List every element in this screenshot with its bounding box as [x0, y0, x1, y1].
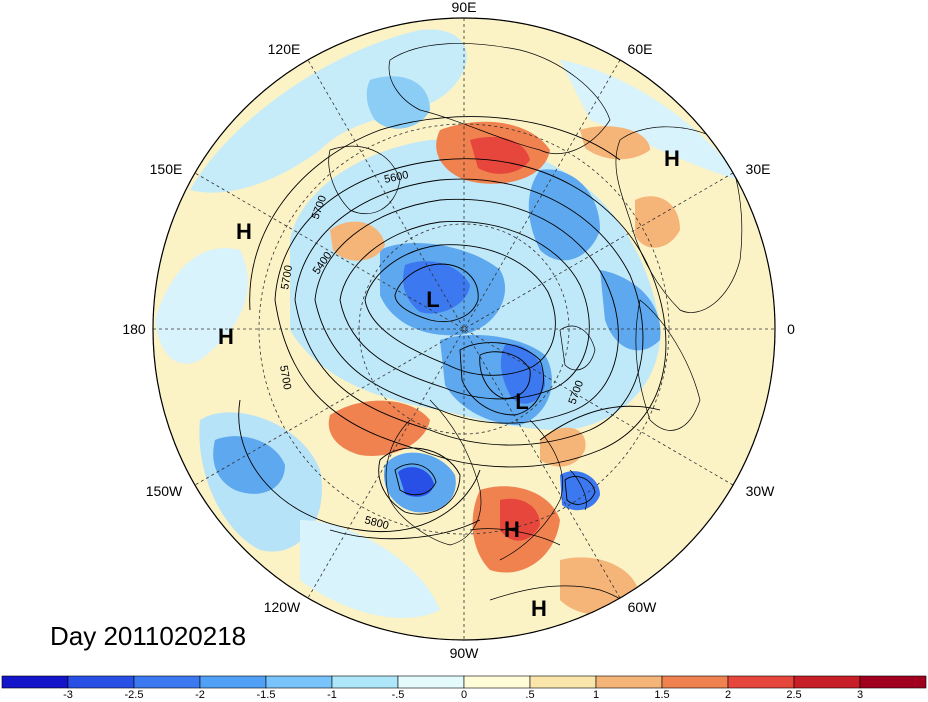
- lon-label-30w: 30W: [746, 483, 776, 499]
- lon-label-120w: 120W: [264, 599, 301, 615]
- lon-label-0: 0: [787, 321, 795, 337]
- colorbar-swatch: [133, 675, 201, 689]
- contour-label: 5700: [277, 364, 293, 390]
- colorbar-swatch: [199, 675, 267, 689]
- colorbar-tick-label: -1.5: [257, 689, 276, 701]
- colorbar-tick-label: .5: [525, 689, 534, 701]
- lon-label-90w: 90W: [450, 645, 480, 661]
- colorbar-swatch: [595, 675, 663, 689]
- colorbar-tick-label: -3: [63, 689, 73, 701]
- colorbar-swatch: [463, 675, 531, 689]
- high-pressure-marker: H: [236, 219, 252, 244]
- high-pressure-marker: H: [531, 596, 547, 621]
- contour-label: 5600: [383, 169, 409, 186]
- lon-label-150w: 150W: [146, 483, 183, 499]
- geopotential-contours: [238, 116, 667, 540]
- colorbar-tick-label: -.5: [392, 689, 405, 701]
- colorbar-tick-label: 2: [725, 689, 731, 701]
- low-pressure-marker: L: [515, 389, 528, 414]
- colorbar-swatch: [859, 675, 927, 689]
- high-pressure-marker: H: [664, 146, 680, 171]
- high-pressure-marker: H: [218, 324, 234, 349]
- colorbar-swatch: [727, 675, 795, 689]
- colorbar-tick-label: -1: [327, 689, 337, 701]
- map-title: Day 2011020218: [50, 621, 246, 651]
- low-pressure-marker: L: [426, 287, 439, 312]
- colorbar-swatch: [265, 675, 333, 689]
- longitude-labels: 90E 60E 30E 0 30W 60W 90W 120W 150W 180 …: [122, 0, 795, 661]
- lon-label-30e: 30E: [746, 161, 771, 177]
- lon-label-60e: 60E: [628, 41, 653, 57]
- colorbar-swatch: [793, 675, 861, 689]
- high-pressure-marker: H: [504, 517, 520, 542]
- contour-label: 5700: [279, 264, 295, 290]
- lon-label-150e: 150E: [150, 161, 183, 177]
- colorbar-tick-label: 2.5: [786, 689, 801, 701]
- colorbar-swatch: [67, 675, 135, 689]
- colorbar-tick-label: 1.5: [654, 689, 669, 701]
- colorbar-tick-label: -2: [195, 689, 205, 701]
- colorbar-swatch: [661, 675, 729, 689]
- coastlines: [328, 43, 743, 640]
- colorbar: -3 -2.5 -2 -1.5 -1 -.5 0 .5 1 1.5 2 2.5 3: [1, 675, 927, 701]
- colorbar-tick-label: 3: [857, 689, 863, 701]
- colorbar-swatch: [331, 675, 399, 689]
- colorbar-swatch: [1, 675, 69, 689]
- lon-label-180: 180: [122, 321, 146, 337]
- lon-label-60w: 60W: [628, 599, 658, 615]
- lon-label-120e: 120E: [268, 41, 301, 57]
- colorbar-tick-label: 1: [593, 689, 599, 701]
- lon-label-90e: 90E: [452, 0, 477, 15]
- colorbar-swatch: [529, 675, 597, 689]
- colorbar-tick-label: 0: [461, 689, 467, 701]
- pressure-centers: H H H L L H H: [218, 146, 680, 621]
- colorbar-tick-label: -2.5: [125, 689, 144, 701]
- colorbar-swatch: [397, 675, 465, 689]
